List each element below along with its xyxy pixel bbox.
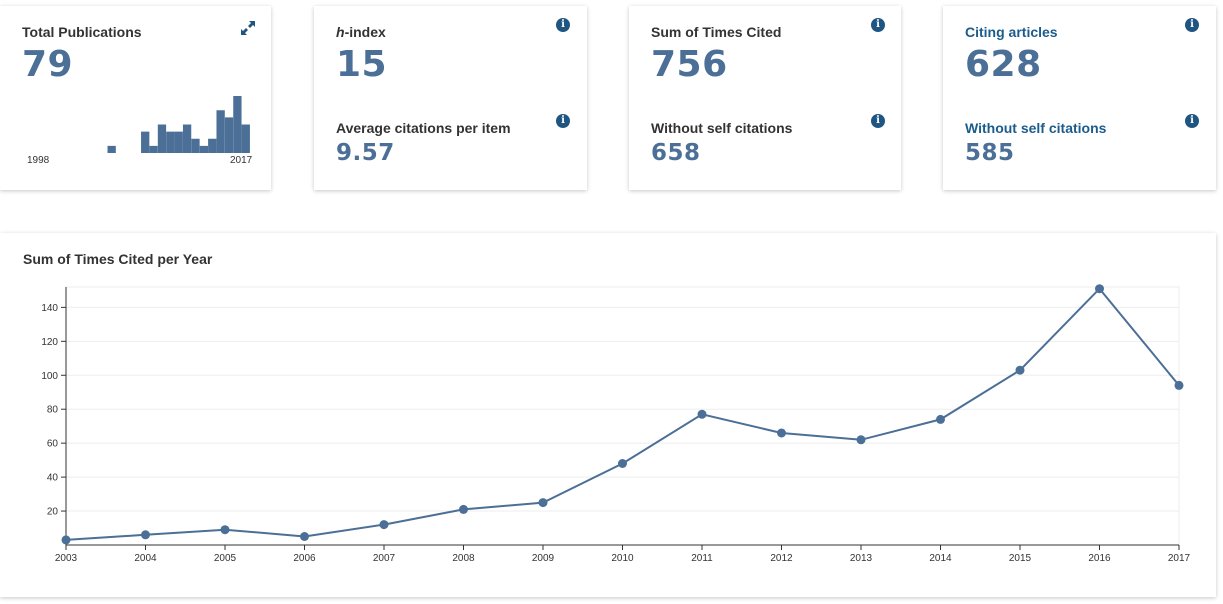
x-tick-label-5: 2008 <box>452 553 475 564</box>
times-cited-card: Sum of Times Cited i 756 Without self ci… <box>629 6 901 190</box>
total-publications-value: 79 <box>22 44 74 85</box>
data-point-2005[interactable] <box>220 525 230 535</box>
times-cited-line-chart: 20 40 60 80 100 120 140 2003 2004 2005 2006 2007 200… <box>41 284 1191 564</box>
x-tick-label-2: 2005 <box>214 553 237 564</box>
spark-bar-12 <box>174 131 183 153</box>
x-tick-label-13: 2016 <box>1088 553 1111 564</box>
spark-bar-9 <box>149 145 158 153</box>
spark-bar-14 <box>191 138 200 153</box>
data-point-2010[interactable] <box>618 459 627 468</box>
x-tick-label-3: 2006 <box>293 553 316 564</box>
data-point-2006[interactable] <box>300 532 309 541</box>
spark-bar-8 <box>141 131 150 153</box>
spark-bar-13 <box>182 124 192 153</box>
data-point-2013[interactable] <box>856 435 866 445</box>
data-point-2011[interactable] <box>697 409 707 419</box>
sparkline-start-year: 1998 <box>27 155 50 166</box>
y-tick-label-0: 20 <box>47 507 59 518</box>
y-tick-label-5: 120 <box>41 337 58 348</box>
y-tick-label-3: 80 <box>47 405 59 416</box>
average-citations-value: 9.57 <box>336 140 395 166</box>
x-tick-label-12: 2015 <box>1009 553 1032 564</box>
h-index-title-rest: -index <box>344 24 386 40</box>
data-point-2003[interactable] <box>61 535 71 545</box>
spark-bar-10 <box>157 124 167 153</box>
citing-articles-self-value: 585 <box>965 140 1015 166</box>
times-cited-self-info-icon[interactable]: i <box>871 114 885 128</box>
spark-bar-20 <box>241 124 250 153</box>
publications-sparkline <box>107 96 250 153</box>
spark-bar-19 <box>233 96 242 153</box>
expand-arrows-icon[interactable] <box>240 20 256 36</box>
data-point-2017[interactable] <box>1174 380 1184 390</box>
data-point-2016[interactable] <box>1095 284 1104 294</box>
y-tick-label-2: 60 <box>47 439 59 450</box>
data-point-2009[interactable] <box>538 498 548 508</box>
times-cited-title: Sum of Times Cited <box>651 24 782 40</box>
data-point-2008[interactable] <box>459 504 468 514</box>
spark-bar-15 <box>199 145 209 153</box>
y-tick-label-6: 140 <box>41 303 58 314</box>
h-index-title-em: h <box>336 24 345 40</box>
x-tick-label-10: 2013 <box>850 553 873 564</box>
times-cited-self-title: Without self citations <box>651 120 793 136</box>
data-point-2015[interactable] <box>1015 365 1025 375</box>
data-point-2014[interactable] <box>936 414 945 424</box>
times-cited-value: 756 <box>651 44 728 85</box>
citing-articles-value: 628 <box>965 44 1042 85</box>
total-publications-card: Total Publications 79 1998 2017 <box>0 6 271 190</box>
total-publications-title: Total Publications <box>22 24 142 40</box>
x-tick-label-14: 2017 <box>1168 553 1191 564</box>
h-index-title: h-index <box>336 24 386 40</box>
y-tick-label-4: 100 <box>41 371 58 382</box>
citing-articles-link[interactable]: Citing articles <box>965 24 1058 40</box>
h-index-info-icon[interactable]: i <box>556 18 570 32</box>
average-citations-info-icon[interactable]: i <box>556 114 570 128</box>
citing-articles-self-info-icon[interactable]: i <box>1185 114 1199 128</box>
sparkline-end-year: 2017 <box>230 155 253 166</box>
x-tick-label-1: 2004 <box>134 553 157 564</box>
times-cited-info-icon[interactable]: i <box>871 18 885 32</box>
citing-articles-info-icon[interactable]: i <box>1185 18 1199 32</box>
citing-articles-self-link[interactable]: Without self citations <box>965 120 1107 136</box>
times-cited-chart-title: Sum of Times Cited per Year <box>23 251 213 267</box>
average-citations-title: Average citations per item <box>336 120 511 136</box>
h-index-value: 15 <box>336 44 388 85</box>
x-tick-label-11: 2014 <box>929 553 952 564</box>
h-index-card: h-index i 15 Average citations per item … <box>314 6 587 190</box>
spark-bar-16 <box>208 138 217 153</box>
data-point-2012[interactable] <box>777 428 786 438</box>
y-tick-label-1: 40 <box>47 473 59 484</box>
series-line <box>65 287 1180 541</box>
x-tick-label-9: 2012 <box>770 553 793 564</box>
x-tick-label-0: 2003 <box>55 553 78 564</box>
citing-articles-card: Citing articles i 628 Without self citat… <box>943 6 1216 190</box>
plot-area <box>65 286 1180 546</box>
times-cited-per-year-card: Sum of Times Cited per Year 20 40 60 80 100 1… <box>0 233 1216 597</box>
times-cited-self-value: 658 <box>651 140 701 166</box>
spark-bar-17 <box>216 110 225 153</box>
x-tick-label-6: 2009 <box>532 553 555 564</box>
spark-bar-11 <box>166 131 175 153</box>
spark-bar-4 <box>107 145 116 153</box>
data-point-2007[interactable] <box>379 520 389 530</box>
spark-bar-18 <box>224 117 234 153</box>
x-tick-label-8: 2011 <box>691 553 713 564</box>
data-point-2004[interactable] <box>141 530 150 540</box>
x-tick-label-4: 2007 <box>373 553 396 564</box>
x-tick-label-7: 2010 <box>611 553 634 564</box>
